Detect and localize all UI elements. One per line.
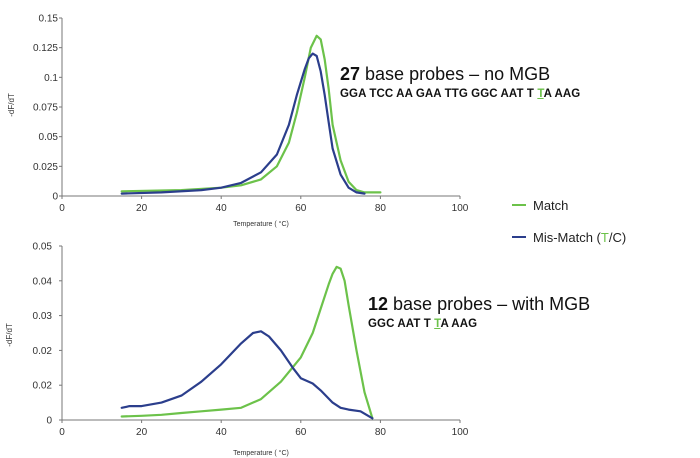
top-y-tick-label: 0	[52, 192, 58, 203]
top-y-tick-label: 0.1	[44, 73, 58, 84]
bottom-seq-highlight: T	[434, 318, 441, 330]
bottom-x-tick-label: 100	[452, 427, 469, 438]
bottom-x-tick-label: 40	[216, 427, 228, 438]
top-probe-text: base probes – no MGB	[360, 64, 551, 84]
bottom-seq-before: GGC AAT T	[368, 318, 435, 330]
bottom-x-tick-label: 60	[295, 427, 307, 438]
legend: Match Mis-Match (T/C)	[512, 194, 626, 258]
bottom-seq-after: A AAG	[440, 318, 478, 330]
top-x-tick-label: 0	[59, 203, 65, 214]
bottom-series-mismatch-line	[120, 330, 374, 420]
bottom-annotation: 12 base probes – with MGB GGC AAT T TA A…	[368, 294, 590, 330]
top-seq-highlight: T	[537, 88, 544, 100]
top-x-tick-label: 60	[295, 203, 307, 214]
bottom-x-axis-label: Temperature ( °C)	[233, 449, 289, 457]
top-x-tick-label: 40	[216, 203, 228, 214]
top-series-match-line	[120, 34, 382, 194]
legend-mismatch-prefix: Mis-Match (	[533, 229, 601, 245]
bottom-y-axis-label: -dF/dT	[5, 323, 14, 347]
top-annotation-title: 27 base probes – no MGB	[340, 64, 580, 85]
bottom-probe-count: 12	[368, 294, 389, 314]
legend-item-mismatch: Mis-Match (T/C)	[512, 226, 626, 248]
bottom-y-tick-label: 0.04	[33, 276, 53, 287]
bottom-probe-text: base probes – with MGB	[388, 294, 591, 314]
top-x-axis-label: Temperature ( °C)	[233, 220, 289, 228]
top-x-tick-label: 20	[136, 203, 148, 214]
bottom-series-match-line	[120, 265, 374, 420]
top-y-tick-label: 0.125	[33, 43, 58, 54]
legend-swatch-match	[512, 204, 526, 206]
bottom-x-tick-label: 20	[136, 427, 148, 438]
bottom-y-tick-label: 0.05	[33, 242, 53, 253]
bottom-y-tick-label: 0.03	[33, 311, 53, 322]
bottom-x-tick-label: 80	[375, 427, 387, 438]
legend-label-mismatch: Mis-Match (T/C)	[533, 230, 626, 245]
top-y-tick-label: 0.075	[33, 103, 58, 114]
legend-swatch-mismatch	[512, 236, 526, 238]
bottom-sequence: GGC AAT T TA AAG	[368, 318, 590, 330]
bottom-x-tick-label: 0	[59, 427, 65, 438]
bottom-annotation-title: 12 base probes – with MGB	[368, 294, 590, 315]
legend-item-match: Match	[512, 194, 626, 216]
top-series-mismatch-line	[120, 52, 366, 195]
bottom-y-tick-label: 0	[46, 416, 52, 427]
top-sequence: GGA TCC AA GAA TTG GGC AAT T TA AAG	[340, 88, 580, 100]
top-y-tick-label: 0.05	[39, 132, 59, 143]
top-annotation: 27 base probes – no MGB GGA TCC AA GAA T…	[340, 64, 580, 100]
top-y-tick-label: 0.15	[39, 14, 59, 25]
top-x-tick-label: 80	[375, 203, 387, 214]
top-x-tick-label: 100	[452, 203, 469, 214]
bottom-y-tick-label: 0.02	[33, 346, 53, 357]
top-seq-before: GGA TCC AA GAA TTG GGC AAT T	[340, 88, 538, 100]
bottom-y-tick-label: 0.02	[33, 381, 53, 392]
top-y-axis-label: -dF/dT	[7, 93, 16, 117]
top-y-tick-label: 0.025	[33, 162, 58, 173]
top-probe-count: 27	[340, 64, 361, 84]
top-seq-after: A AAG	[543, 88, 581, 100]
legend-mismatch-suffix: /C)	[608, 229, 627, 245]
legend-label-match: Match	[533, 197, 569, 213]
legend-mismatch-highlight: T	[600, 229, 609, 245]
